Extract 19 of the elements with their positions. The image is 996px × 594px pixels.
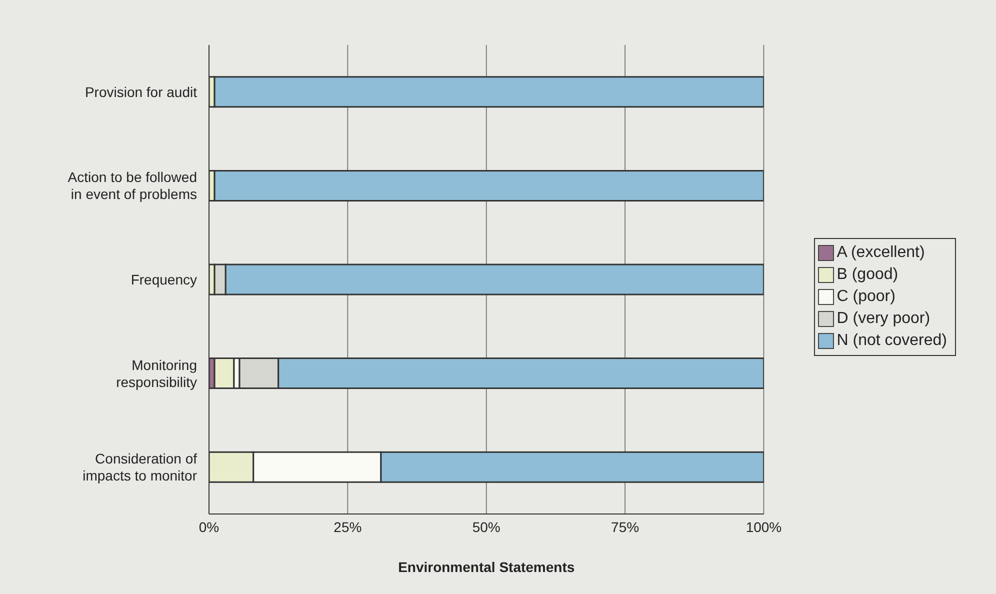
y-tick-label: Provision for audit (84, 84, 198, 100)
x-tick-label: 50% (472, 518, 500, 535)
y-tick-label: Action to be followed in event of problems (68, 169, 197, 202)
legend-label: B (good) (836, 265, 898, 285)
bar (214, 358, 235, 390)
x-tick-label: 0% (198, 518, 220, 535)
y-tick-label: Frequency (130, 272, 197, 288)
legend-label: A (excellent) (836, 243, 925, 263)
x-tick-label: 100% (746, 518, 782, 535)
bar (214, 76, 764, 108)
legend-label: N (not covered) (836, 331, 947, 351)
y-tick-label: Monitoring responsibility (116, 356, 197, 390)
x-tick-label: 75% (611, 518, 640, 535)
y-tick-label: Consideration of impacts to monitor (82, 450, 198, 484)
x-tick-label: 25% (334, 518, 362, 535)
legend-label: D (very poor) (836, 309, 930, 329)
legend-label: C (poor) (836, 287, 896, 307)
x-axis-title: Environmental Statements (398, 559, 575, 575)
bar (214, 170, 764, 202)
